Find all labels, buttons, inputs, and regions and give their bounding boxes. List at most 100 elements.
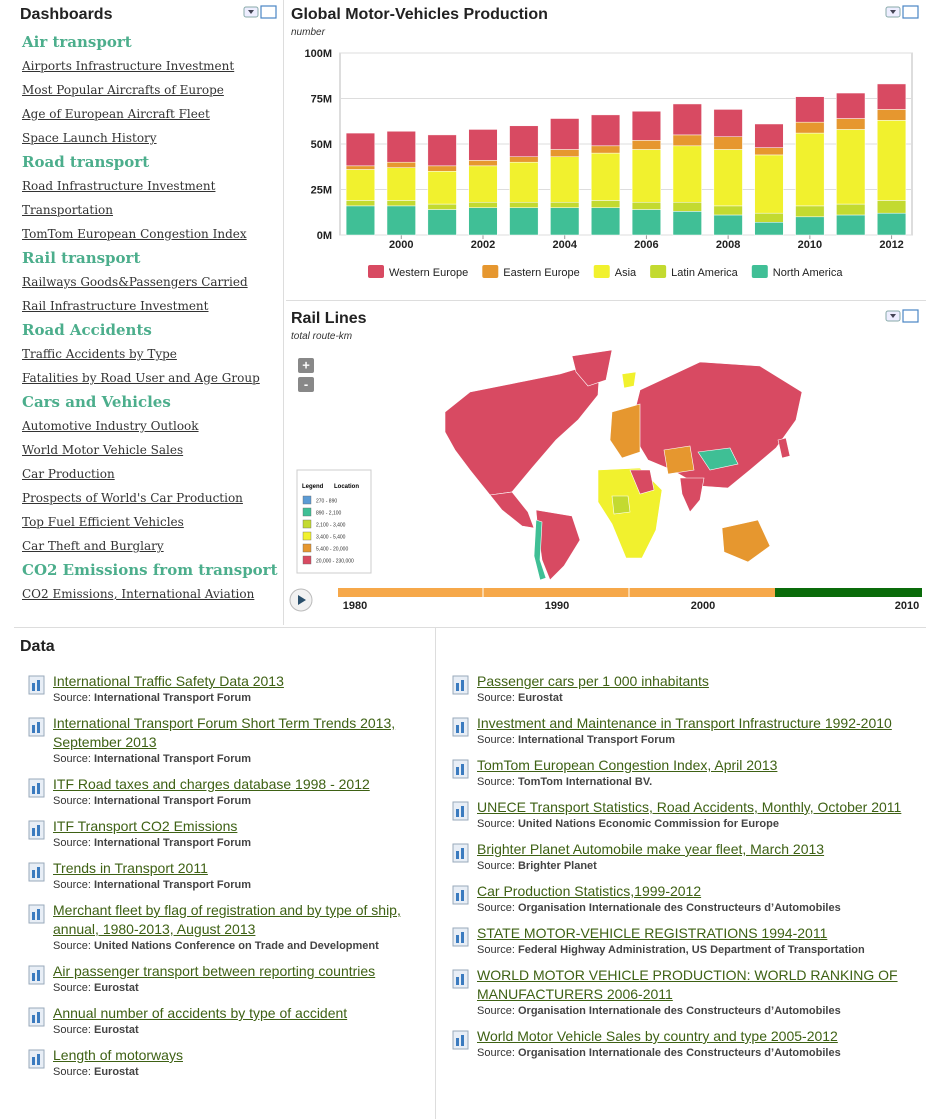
source-name: United Nations Economic Commission for E…: [517, 818, 779, 830]
source-name: International Transport Forum: [93, 753, 252, 765]
dashboard-link[interactable]: Road Infrastructure Investment: [22, 179, 216, 193]
bar-segment: [509, 125, 539, 157]
icon-mark: [461, 974, 464, 985]
bar-segment: [591, 114, 621, 147]
dashboard-link[interactable]: Traffic Accidents by Type: [22, 347, 177, 361]
zoom-out-button[interactable]: [298, 377, 314, 392]
panel-maximize-button[interactable]: [902, 5, 919, 19]
dashboard-link[interactable]: Car Theft and Burglary: [22, 539, 164, 553]
dataset-link[interactable]: Merchant fleet by flag of registration a…: [53, 902, 401, 937]
dashboard-link[interactable]: Automotive Industry Outlook: [22, 419, 199, 433]
timeline-label: 1990: [545, 600, 569, 612]
source-name: TomTom International BV.: [517, 776, 653, 788]
zoom-in-label: +: [302, 357, 310, 372]
timeline-label: 1980: [343, 600, 367, 612]
dataset-link[interactable]: STATE MOTOR-VEHICLE REGISTRATIONS 1994-2…: [477, 925, 828, 941]
group-heading: CO2 Emissions from transport: [22, 561, 278, 579]
dataset-source: Source: International Transport Forum: [477, 733, 892, 747]
x-tick-label: 2008: [716, 239, 740, 251]
menu-arrow: [890, 314, 896, 318]
dataset-link[interactable]: WORLD MOTOR VEHICLE PRODUCTION: WORLD RA…: [477, 967, 898, 1002]
dashboard-link[interactable]: Airports Infrastructure Investment: [22, 59, 235, 73]
dataset-link[interactable]: Brighter Planet Automobile make year fle…: [477, 841, 825, 857]
icon-mark: [37, 970, 40, 981]
dataset-link[interactable]: Length of motorways: [53, 1047, 183, 1063]
data-item-text: UNECE Transport Statistics, Road Acciden…: [477, 798, 901, 831]
dataset-link[interactable]: Air passenger transport between reportin…: [53, 963, 376, 979]
source-name: International Transport Forum: [517, 734, 676, 746]
x-tick-label: 2004: [552, 239, 577, 251]
dashboard-link[interactable]: Top Fuel Efficient Vehicles: [22, 515, 184, 529]
panel-maximize-button[interactable]: [260, 5, 277, 19]
dashboard-link[interactable]: Transportation: [22, 203, 114, 217]
icon-mark: [456, 725, 459, 733]
dashboard-link[interactable]: Prospects of World's Car Production: [22, 491, 243, 505]
panel-maximize-button[interactable]: [902, 309, 919, 323]
dashboard-link[interactable]: Car Production: [22, 467, 115, 481]
dataset-link[interactable]: TomTom European Congestion Index, April …: [477, 757, 778, 773]
dataset-link[interactable]: International Transport Forum Short Term…: [53, 715, 396, 750]
icon-mark: [37, 1012, 40, 1023]
dataset-source: Source: United Nations Conference on Tra…: [53, 939, 426, 953]
icon-mark: [461, 848, 464, 859]
source-prefix: Source:: [53, 879, 91, 891]
icon-mark: [32, 786, 35, 794]
map: + - Legend Location 270 - 890 890 - 2,100…: [243, 5, 922, 612]
dashboard-link[interactable]: Most Popular Aircrafts of Europe: [22, 83, 224, 97]
source-name: International Transport Forum: [93, 795, 252, 807]
country: [679, 477, 705, 513]
panel-title: Dashboards: [20, 6, 113, 23]
source-name: Organisation Internationale des Construc…: [517, 902, 841, 914]
legend-items: 270 - 890 890 - 2,100 2,100 - 3,400 3,400 -…: [302, 495, 354, 565]
bar-segment: [345, 169, 375, 201]
dashboard-link[interactable]: TomTom European Congestion Index: [22, 227, 247, 241]
icon-page: [28, 778, 45, 798]
legend-label: Asia: [615, 267, 637, 279]
dashboard-link[interactable]: Railways Goods&Passengers Carried: [22, 275, 248, 289]
dataset-link[interactable]: Trends in Transport 2011: [53, 860, 208, 876]
source-name: Organisation Internationale des Construc…: [517, 1047, 841, 1059]
dashboard-link[interactable]: CO2 Emissions, International Aviation: [22, 587, 255, 601]
panel-icons: [243, 5, 919, 323]
dataset-source: Source: Organisation Internationale des …: [477, 1046, 841, 1060]
dataset-link[interactable]: Passenger cars per 1 000 inhabitants: [477, 673, 709, 689]
country: [777, 437, 791, 459]
dashboard-link[interactable]: Space Launch History: [22, 131, 157, 145]
dataset-link[interactable]: International Traffic Safety Data 2013: [53, 673, 284, 689]
source-prefix: Source:: [53, 1024, 91, 1036]
dataset-icon: [452, 675, 469, 695]
dashboard-link[interactable]: Rail Infrastructure Investment: [22, 299, 209, 313]
icon-page: [452, 759, 469, 779]
dataset-link[interactable]: ITF Road taxes and charges database 1998…: [53, 776, 370, 792]
zoom-in-button[interactable]: [298, 358, 314, 373]
dashboard-link[interactable]: Fatalities by Road User and Age Group: [22, 371, 260, 385]
x-tick-label: 2002: [471, 239, 495, 251]
dataset-link[interactable]: Car Production Statistics,1999-2012: [477, 883, 702, 899]
legend-label: Latin America: [671, 267, 739, 279]
dataset-link[interactable]: Annual number of accidents by type of ac…: [53, 1005, 348, 1021]
icon-mark: [461, 890, 464, 901]
chart-subtitle: number: [291, 27, 325, 38]
x-tick-label: 2010: [798, 239, 822, 251]
legend-swatch: [751, 265, 768, 278]
source-prefix: Source:: [477, 692, 515, 704]
dataset-link[interactable]: World Motor Vehicle Sales by country and…: [477, 1028, 838, 1044]
country: [663, 445, 695, 475]
dataset-link[interactable]: ITF Transport CO2 Emissions: [53, 818, 238, 834]
dataset-link[interactable]: Investment and Maintenance in Transport …: [477, 715, 892, 731]
data-item: STATE MOTOR-VEHICLE REGISTRATIONS 1994-2…: [450, 924, 920, 957]
icon-page: [452, 801, 469, 821]
dashboard-link[interactable]: Age of European Aircraft Fleet: [22, 107, 210, 121]
legend-swatch: [302, 495, 312, 505]
dataset-link[interactable]: UNECE Transport Statistics, Road Acciden…: [477, 799, 902, 815]
bar-segment: [591, 207, 621, 236]
chart: 0M 25M 50M 75M 100M 2000 2002 2004 2006 2008 2010 2…: [304, 48, 913, 279]
icon-mark: [32, 870, 35, 878]
bar-segment: [550, 118, 580, 150]
data-item-text: WORLD MOTOR VEHICLE PRODUCTION: WORLD RA…: [477, 966, 920, 1018]
source-name: Organisation Internationale des Construc…: [517, 1005, 841, 1017]
icon-mark: [461, 932, 464, 943]
icon-mark: [32, 1057, 35, 1065]
dashboard-link[interactable]: World Motor Vehicle Sales: [22, 443, 184, 457]
